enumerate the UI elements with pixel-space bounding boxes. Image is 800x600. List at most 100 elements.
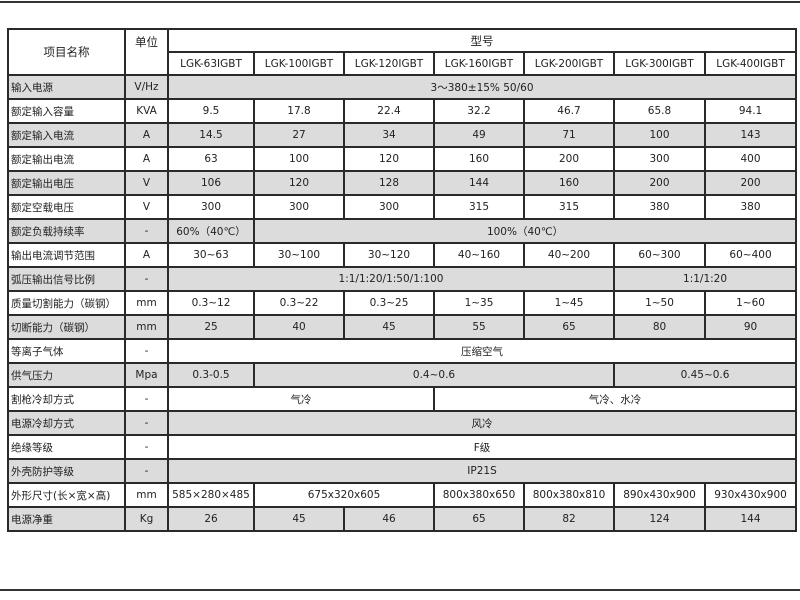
value-cell: IP21S: [166, 458, 798, 484]
value-cell: 315: [523, 194, 615, 220]
model-header-cell: LGK-120IGBT: [343, 51, 435, 76]
row-label: 额定输出电流: [7, 146, 126, 172]
value-cell: 94.1: [703, 98, 798, 124]
model-row: LGK-63IGBT LGK-100IGBT LGK-120IGBT LGK-160I…: [8, 51, 798, 76]
value-cell: 40: [253, 314, 345, 340]
value-cell: 45: [343, 314, 435, 340]
value-cell: 100: [253, 146, 345, 172]
value-cell: 45: [253, 506, 345, 532]
table-row: 输出电流调节范围 A 30~63 30~100 30~120 40~160 40~200 60…: [7, 242, 798, 268]
table-row: 割枪冷却方式 - 气冷 气冷、水冷: [7, 386, 798, 412]
table-row: 输入电源 V/Hz 3～380±15% 50/60: [7, 74, 798, 100]
model-header-cell: LGK-300IGBT: [613, 51, 706, 76]
row-label: 切断能力（碳钢）: [7, 314, 126, 340]
value-cell: 200: [523, 146, 615, 172]
value-cell: 1~60: [703, 290, 798, 316]
row-label: 弧压输出信号比例: [7, 266, 126, 292]
value-cell: 60%（40℃）: [167, 218, 255, 244]
row-label: 额定输入电流: [7, 122, 126, 148]
model-header-cell: LGK-400IGBT: [703, 51, 798, 76]
value-cell: 25: [167, 314, 255, 340]
row-unit: mm: [124, 314, 169, 340]
row-unit: A: [124, 242, 169, 268]
row-label: 供气压力: [7, 362, 126, 388]
row-unit: -: [124, 218, 169, 244]
value-cell: 106: [167, 170, 255, 196]
row-unit: -: [124, 410, 169, 436]
value-cell: 1~45: [523, 290, 615, 316]
value-cell: 26: [167, 506, 255, 532]
value-cell: 60~400: [703, 242, 798, 268]
value-cell: 46: [343, 506, 435, 532]
value-cell: F级: [166, 434, 798, 460]
table-row: 等离子气体 - 压缩空气: [7, 338, 798, 364]
row-unit: mm: [124, 482, 169, 508]
table-row: 额定输出电压 V 106 120 128 144 160 200 200: [7, 170, 798, 196]
row-unit: -: [124, 386, 169, 412]
table-row: 绝缘等级 - F级: [7, 434, 798, 460]
value-cell: 49: [433, 122, 525, 148]
model-header-cell: LGK-160IGBT: [433, 51, 525, 76]
value-cell: 300: [167, 194, 255, 220]
value-cell: 160: [523, 170, 615, 196]
table-row: 供气压力 Mpa 0.3-0.5 0.4~0.6 0.45~0.6: [7, 362, 798, 388]
table-row: 外壳防护等级 - IP21S: [7, 458, 798, 484]
row-label: 割枪冷却方式: [7, 386, 126, 412]
row-unit: V/Hz: [124, 74, 169, 100]
value-cell: 120: [253, 170, 345, 196]
value-cell: 200: [703, 170, 798, 196]
value-cell: 3～380±15% 50/60: [166, 74, 798, 100]
value-cell: 17.8: [253, 98, 345, 124]
model-header-cell: LGK-200IGBT: [523, 51, 615, 76]
row-label: 电源净重: [7, 506, 126, 532]
value-cell: 40~200: [523, 242, 615, 268]
value-cell: 315: [433, 194, 525, 220]
value-cell: 气冷、水冷: [432, 386, 798, 412]
value-cell: 27: [253, 122, 345, 148]
model-header-cell: LGK-100IGBT: [253, 51, 345, 76]
value-cell: 1~35: [433, 290, 525, 316]
table-row: 额定空载电压 V 300 300 300 315 315 380 380: [7, 194, 798, 220]
table-row: 额定输入容量 KVA 9.5 17.8 22.4 32.2 46.7 65.8 94.1: [7, 98, 798, 124]
value-cell: 30~100: [253, 242, 345, 268]
row-label: 外壳防护等级: [7, 458, 126, 484]
table-row: 电源冷却方式 - 风冷: [7, 410, 798, 436]
table-row: 切断能力（碳钢） mm 25 40 45 55 65 80 90: [7, 314, 798, 340]
value-cell: 22.4: [343, 98, 435, 124]
value-cell: 65.8: [613, 98, 706, 124]
value-cell: 143: [703, 122, 798, 148]
value-cell: 65: [433, 506, 525, 532]
value-cell: 120: [343, 146, 435, 172]
row-label: 额定负载持续率: [7, 218, 126, 244]
value-cell: 930x430x900: [703, 482, 798, 508]
row-unit: -: [124, 458, 169, 484]
value-cell: 200: [613, 170, 706, 196]
value-cell: 100: [613, 122, 706, 148]
table-row: 额定负载持续率 -60%（40℃） 100%（40℃）: [7, 218, 798, 244]
top-divider: [0, 1, 800, 3]
row-label: 输出电流调节范围: [7, 242, 126, 268]
value-cell: 14.5: [167, 122, 255, 148]
row-unit: -: [124, 434, 169, 460]
value-cell: 34: [343, 122, 435, 148]
value-cell: 128: [343, 170, 435, 196]
value-cell: 0.3~22: [253, 290, 345, 316]
value-cell: 71: [523, 122, 615, 148]
bottom-divider: [0, 589, 800, 591]
value-cell: 压缩空气: [166, 338, 798, 364]
row-unit: -: [124, 338, 169, 364]
table-row: 额定输入电流 A 14.5 27 34 49 71 100 143: [7, 122, 798, 148]
value-cell: 890x430x900: [613, 482, 706, 508]
model-header-cell: LGK-63IGBT: [167, 51, 255, 76]
value-cell: 1:1/1:20: [612, 266, 798, 292]
value-cell: 100%（40℃）: [252, 218, 798, 244]
value-cell: 0.3~12: [167, 290, 255, 316]
row-label: 质量切割能力（碳钢）: [7, 290, 126, 316]
table-row: 质量切割能力（碳钢） mm 0.3~12 0.3~22 0.3~25 1~35 1~45 1~…: [7, 290, 798, 316]
value-cell: 675x320x605: [253, 482, 435, 508]
value-cell: 300: [613, 146, 706, 172]
value-cell: 82: [523, 506, 615, 532]
value-cell: 风冷: [166, 410, 798, 436]
table-row: 电源净重 Kg 26 45 46 65 82 124 144: [7, 506, 798, 532]
value-cell: 124: [613, 506, 706, 532]
